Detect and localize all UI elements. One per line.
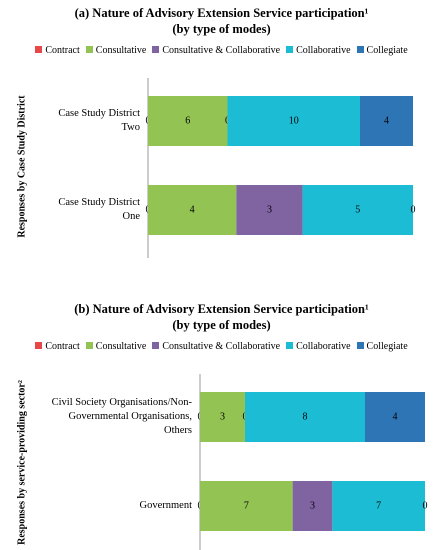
bar-segment	[148, 96, 228, 146]
legend-item: Contract	[35, 341, 80, 352]
legend-label: Collaborative	[296, 341, 351, 352]
legend-label: Consultative & Collaborative	[162, 341, 281, 352]
legend-label: Contract	[45, 45, 80, 56]
legend-swatch	[152, 342, 160, 349]
legend-item: Collaborative	[286, 341, 351, 352]
bar-segment	[360, 96, 413, 146]
data-label: 7	[244, 500, 249, 511]
legend-label: Collegiate	[366, 45, 408, 56]
y-axis-label: Responses by Case Study District	[16, 95, 28, 238]
bar-segment	[365, 392, 425, 442]
legend-label: Contract	[45, 341, 80, 352]
legend-swatch	[356, 342, 364, 349]
legend-label: Collaborative	[296, 45, 351, 56]
category-label: Case Study District One	[58, 197, 140, 222]
data-label: 8	[303, 411, 308, 422]
legend-swatch	[152, 46, 160, 53]
legend-label: Consultative	[95, 341, 147, 352]
category-label: Civil Society Organisations/Non-Governme…	[51, 397, 192, 436]
bar-segment	[292, 481, 333, 531]
legend-swatch	[35, 46, 43, 53]
bar-segment	[236, 185, 303, 235]
legend-label: Consultative & Collaborative	[162, 45, 281, 56]
chart-title: (b) Nature of Advisory Extension Service…	[74, 302, 369, 316]
data-label: 3	[220, 411, 225, 422]
legend-item: Consultative & Collaborative	[152, 341, 280, 352]
category-label: Government	[139, 500, 193, 511]
data-label: 6	[185, 115, 190, 126]
data-label: 4	[384, 115, 389, 126]
bar-segment	[332, 481, 425, 531]
legend-item: Contract	[35, 45, 80, 56]
legend-item: Consultative & Collaborative	[152, 45, 280, 56]
data-label: 3	[310, 500, 315, 511]
bar-segment	[245, 392, 365, 442]
legend-item: Collaborative	[286, 45, 351, 56]
data-label: 4	[393, 411, 398, 422]
chart-title: (a) Nature of Advisory Extension Service…	[74, 6, 369, 20]
data-label: 7	[376, 500, 381, 511]
y-axis-label: Responses by service-providing sector²	[16, 380, 28, 545]
legend: Contract Consultative Consultative & Colla…	[0, 45, 443, 56]
legend-swatch	[85, 342, 93, 349]
bar-segment	[227, 96, 360, 146]
bar-segment	[148, 185, 237, 235]
chart-subtitle: (by type of modes)	[172, 22, 271, 36]
legend-swatch	[85, 46, 93, 53]
chart-subtitle: (by type of modes)	[172, 318, 271, 332]
legend-swatch	[286, 46, 294, 53]
legend-swatch	[356, 46, 364, 53]
data-label: 10	[289, 115, 299, 126]
data-label: 3	[267, 204, 272, 215]
legend-item: Collegiate	[356, 341, 408, 352]
category-label: Case Study District Two	[58, 108, 140, 133]
legend-item: Collegiate	[356, 45, 408, 56]
legend-label: Consultative	[95, 45, 147, 56]
legend-item: Consultative	[85, 45, 147, 56]
legend-swatch	[35, 342, 43, 349]
data-label: 5	[355, 204, 360, 215]
legend-item: Consultative	[85, 341, 147, 352]
legend-label: Collegiate	[366, 341, 408, 352]
legend: Contract Consultative Consultative & Colla…	[0, 341, 443, 352]
bar-segment	[200, 481, 293, 531]
legend-swatch	[286, 342, 294, 349]
data-label: 0	[423, 500, 428, 511]
bar-segment	[302, 185, 413, 235]
bar-segment	[200, 392, 245, 442]
data-label: 0	[411, 204, 416, 215]
data-label: 4	[190, 204, 195, 215]
